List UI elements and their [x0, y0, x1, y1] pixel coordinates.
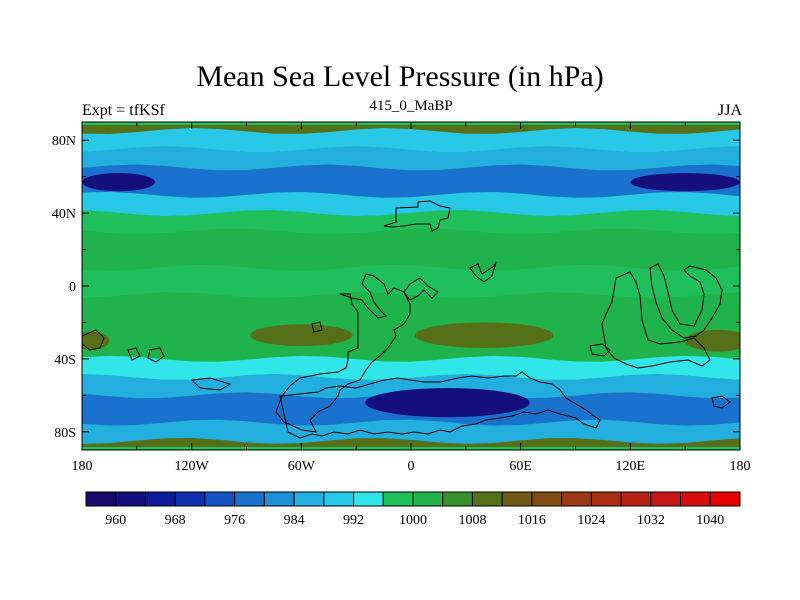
coastline-west-islands: [82, 329, 105, 351]
x-tick-label: 60W: [288, 459, 316, 474]
colorbar-swatch: [620, 491, 652, 507]
feature-high-south-east: [685, 329, 740, 352]
colorbar-label: 1032: [637, 513, 665, 528]
coastline-west-gondwana: [275, 273, 411, 433]
feature-high-south-pacific-west: [82, 331, 110, 350]
colorbar-label: 1008: [458, 513, 486, 528]
x-tick-label: 0: [408, 459, 415, 474]
colorbar-swatch: [204, 491, 236, 507]
x-tick-label: 180: [730, 459, 751, 474]
pressure-band: [82, 146, 740, 171]
pressure-band: [82, 292, 740, 326]
x-tick-label: 120E: [616, 459, 646, 474]
colorbar-swatch: [412, 491, 444, 507]
colorbar-swatch: [590, 491, 622, 507]
colorbar-label: 960: [105, 513, 126, 528]
feature-low-north-west: [82, 173, 156, 192]
feature-high-south-atlantic: [414, 322, 554, 348]
coastline-north-island: [469, 261, 497, 283]
y-tick-label: 80N: [52, 134, 76, 149]
colorbar-label: 976: [224, 513, 245, 528]
pressure-band: [82, 210, 740, 235]
colorbar-label: 1016: [518, 513, 546, 528]
colorbar-swatch: [501, 491, 533, 507]
colorbar-swatch: [680, 491, 711, 507]
colorbar-swatch: [353, 491, 384, 507]
y-tick-label: 40S: [54, 353, 76, 368]
y-tick-label: 0: [69, 280, 76, 295]
pressure-band: [82, 355, 740, 380]
chart-title: Mean Sea Level Pressure (in hPa): [196, 60, 604, 93]
coastline-west-islet-2: [147, 347, 165, 363]
coastline-south-margin: [279, 371, 601, 439]
feature-low-south: [365, 388, 530, 418]
colorbar-swatch: [144, 491, 176, 507]
pressure-band: [82, 374, 740, 399]
colorbar-swatch: [561, 491, 592, 507]
pressure-band: [82, 191, 740, 217]
axis-tick-labels: 180 120W 60W 0 60E 120E 180 80N 40N 0 40S 80S: [52, 134, 751, 474]
colorbar-swatch: [442, 491, 473, 507]
coastline-far-south-east: [711, 395, 731, 409]
colorbar-swatch: [650, 491, 682, 507]
colorbar-swatch: [531, 491, 563, 507]
colorbar-swatch: [234, 491, 265, 507]
pressure-band: [82, 228, 740, 271]
feature-high-south-pacific: [250, 324, 353, 347]
y-tick-label: 40N: [52, 207, 76, 222]
colorbar: 960 968 976 984 992 1000 1008 1016 1024 1032 1040: [85, 491, 741, 528]
pressure-band: [82, 419, 740, 444]
coastline-west-islet: [127, 347, 141, 361]
coastline-east-landmass: [601, 271, 711, 369]
colorbar-swatch: [115, 491, 146, 507]
coastline-north-continent: [383, 200, 451, 232]
colorbar-label: 984: [284, 513, 305, 528]
coastlines: [82, 200, 731, 439]
colorbar-label: 1024: [577, 513, 605, 528]
pressure-band: [82, 319, 740, 362]
colorbar-swatch: [471, 491, 503, 507]
feature-low-north-east: [630, 173, 740, 192]
colorbar-label: 1000: [399, 513, 427, 528]
map-plot-area: [82, 122, 740, 450]
x-tick-label: 180: [72, 459, 93, 474]
coastline-south-west-strip: [190, 377, 232, 391]
axis-ticks: [81, 122, 741, 450]
x-tick-label: 60E: [509, 459, 532, 474]
pressure-band: [82, 128, 740, 153]
colorbar-swatch: [293, 491, 325, 507]
experiment-label: Expt = tfKSf: [82, 102, 165, 119]
pressure-band: [82, 265, 740, 299]
colorbar-swatch: [323, 491, 355, 507]
coastline-mid-islet: [311, 321, 323, 333]
coastline-east-islet: [589, 343, 611, 357]
subtitle-label: 415_0_MaBP: [369, 98, 453, 114]
coastline-gondwana-center: [403, 277, 439, 301]
colorbar-swatch: [382, 491, 414, 507]
x-tick-label: 120W: [175, 459, 210, 474]
pressure-band: [82, 164, 740, 198]
colorbar-swatch: [263, 491, 295, 507]
pressure-features: [82, 173, 740, 418]
colorbar-label: 1040: [696, 513, 724, 528]
colorbar-swatch: [709, 491, 741, 507]
colorbar-swatch: [85, 491, 117, 507]
colorbar-swatch: [174, 491, 206, 507]
colorbar-label: 968: [165, 513, 186, 528]
coastline-east-arm: [649, 263, 723, 339]
season-label: JJA: [717, 102, 742, 119]
y-tick-label: 80S: [54, 426, 76, 441]
colorbar-label: 992: [343, 513, 364, 528]
